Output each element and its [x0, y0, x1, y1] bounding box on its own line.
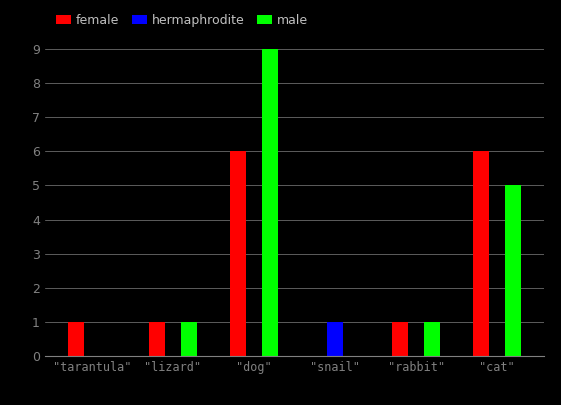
Bar — [67, 322, 84, 356]
Bar — [424, 322, 440, 356]
Bar — [181, 322, 197, 356]
Bar — [262, 49, 278, 356]
Bar — [327, 322, 343, 356]
Bar — [392, 322, 408, 356]
Bar — [505, 185, 522, 356]
Bar — [473, 151, 489, 356]
Bar — [229, 151, 246, 356]
Legend: female, hermaphrodite, male: female, hermaphrodite, male — [51, 9, 314, 32]
Bar — [149, 322, 165, 356]
